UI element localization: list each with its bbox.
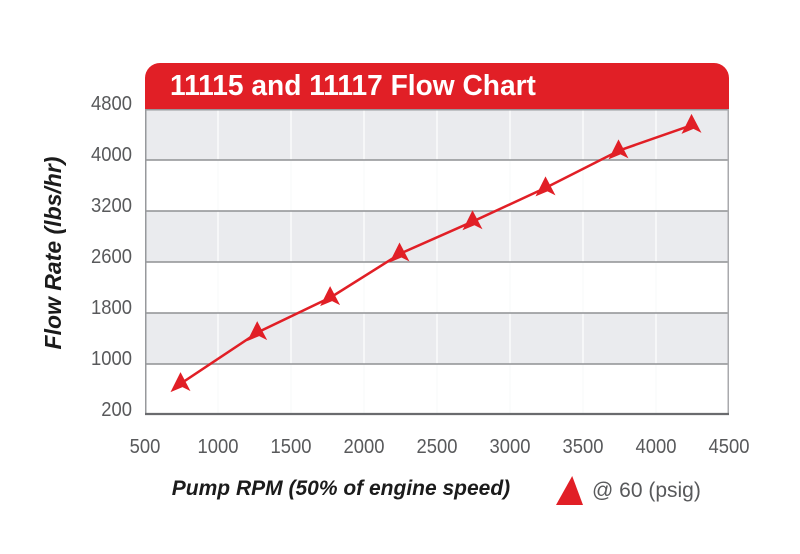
x-tick-label: 2000 xyxy=(343,436,385,458)
y-tick-label: 200 xyxy=(101,399,132,421)
data-point-marker xyxy=(535,176,556,197)
plot-area xyxy=(145,109,729,416)
data-point-marker xyxy=(389,242,410,263)
x-tick-label: 3500 xyxy=(562,436,604,458)
data-point-marker xyxy=(170,372,191,393)
y-tick-label: 4000 xyxy=(91,144,132,166)
x-axis-title: Pump RPM (50% of engine speed) xyxy=(171,477,511,500)
y-tick-label: 2600 xyxy=(91,246,132,268)
data-point-marker xyxy=(320,286,341,307)
x-tick-label: 2500 xyxy=(416,436,458,458)
data-point-marker xyxy=(681,113,702,134)
x-tick-label: 4500 xyxy=(708,436,750,458)
y-tick-label: 1800 xyxy=(91,297,132,319)
data-point-marker xyxy=(462,210,483,231)
legend-label: @ 60 (psig) xyxy=(592,479,701,502)
chart-title-banner: 11115 and 11117 Flow Chart xyxy=(145,63,729,109)
y-tick-label: 1000 xyxy=(91,348,132,370)
x-tick-label: 1000 xyxy=(197,436,239,458)
data-point-marker xyxy=(608,139,629,160)
x-tick-label: 1500 xyxy=(270,436,312,458)
legend-triangle-icon xyxy=(556,476,583,505)
data-point-marker xyxy=(247,321,268,342)
legend: @ 60 (psig) xyxy=(556,476,701,505)
x-tick-label: 500 xyxy=(129,436,161,458)
flow-rate-line xyxy=(180,123,693,385)
chart-title: 11115 and 11117 Flow Chart xyxy=(170,69,536,102)
y-tick-label: 4800 xyxy=(91,93,132,115)
y-tick-label: 3200 xyxy=(91,195,132,217)
x-tick-label: 4000 xyxy=(635,436,677,458)
x-tick-label: 3000 xyxy=(489,436,531,458)
